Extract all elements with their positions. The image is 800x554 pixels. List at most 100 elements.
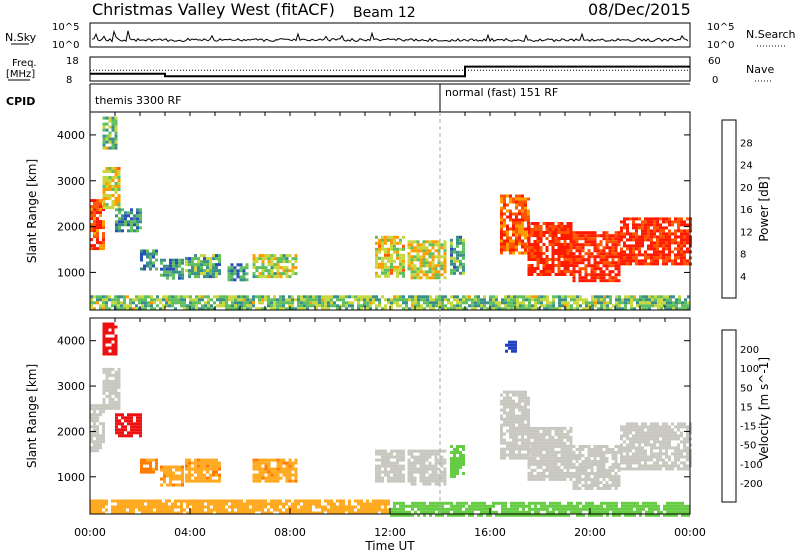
- heatmap-cell: [273, 263, 277, 267]
- heatmap-cell: [590, 279, 594, 283]
- heatmap-cell: [521, 405, 524, 409]
- heatmap-cell: [686, 437, 689, 441]
- heatmap-cell: [105, 331, 109, 335]
- heatmap-cell: [609, 298, 612, 302]
- heatmap-cell: [114, 176, 118, 179]
- heatmap-cell: [599, 448, 603, 451]
- heatmap-cell: [518, 251, 521, 255]
- heatmap-cell: [96, 413, 99, 417]
- heatmap-cell: [641, 422, 644, 426]
- heatmap-cell: [671, 428, 674, 432]
- heatmap-cell: [512, 414, 515, 418]
- heatmap-cell: [428, 482, 432, 486]
- heatmap-cell: [139, 220, 142, 224]
- heatmap-cell: [423, 298, 426, 302]
- heatmap-cell: [152, 249, 155, 253]
- heatmap-cell: [264, 269, 268, 273]
- heatmap-cell: [407, 473, 411, 477]
- heatmap-cell: [527, 249, 531, 252]
- heatmap-cell: [617, 270, 621, 274]
- heatmap-cell: [632, 235, 635, 239]
- heatmap-cell: [512, 200, 515, 204]
- heatmap-cell: [587, 243, 591, 247]
- heatmap-cell: [105, 382, 109, 386]
- heatmap-cell: [542, 462, 546, 466]
- heatmap-cell: [255, 505, 258, 509]
- heatmap-cell: [185, 257, 188, 261]
- heatmap-cell: [117, 200, 121, 203]
- heatmap-cell: [218, 260, 221, 264]
- heatmap-cell: [396, 295, 399, 299]
- heatmap-cell: [539, 252, 543, 255]
- heatmap-cell: [258, 479, 262, 483]
- heatmap-cell: [90, 404, 93, 408]
- heatmap-cell: [102, 208, 105, 212]
- heatmap-cell: [498, 501, 501, 505]
- heatmap-cell: [315, 505, 318, 509]
- heatmap-cell: [638, 235, 641, 239]
- heatmap-cell: [527, 234, 531, 237]
- heatmap-cell: [599, 273, 603, 277]
- heatmap-cell: [333, 304, 336, 308]
- heatmap-cell: [521, 212, 524, 216]
- heatmap-cell: [587, 252, 591, 256]
- heatmap-cell: [117, 173, 121, 176]
- heatmap-cell: [384, 307, 387, 311]
- heatmap-cell: [407, 470, 411, 474]
- heatmap-cell: [96, 437, 99, 441]
- heatmap-cell: [396, 470, 399, 474]
- heatmap-cell: [459, 253, 462, 257]
- heatmap-cell: [674, 229, 677, 233]
- heatmap-cell: [399, 507, 402, 511]
- heatmap-cell: [503, 447, 506, 451]
- heatmap-cell: [441, 513, 444, 517]
- heatmap-cell: [342, 499, 345, 503]
- heatmap-cell: [133, 229, 136, 233]
- heatmap-cell: [617, 484, 621, 487]
- heatmap-cell: [120, 502, 123, 506]
- heatmap-cell: [108, 197, 112, 200]
- heatmap-cell: [680, 241, 683, 245]
- heatmap-cell: [432, 510, 435, 514]
- heatmap-cell: [279, 508, 282, 512]
- heatmap-cell: [255, 275, 259, 279]
- heatmap-cell: [509, 414, 512, 418]
- heatmap-cell: [198, 505, 201, 509]
- heatmap-cell: [614, 246, 618, 250]
- heatmap-cell: [285, 269, 289, 273]
- heatmap-cell: [641, 464, 644, 468]
- heatmap-cell: [629, 247, 632, 251]
- heatmap-cell: [572, 258, 576, 262]
- heatmap-cell: [564, 504, 567, 508]
- heatmap-cell: [129, 502, 132, 506]
- heatmap-cell: [129, 508, 132, 512]
- heatmap-cell: [611, 240, 615, 244]
- heatmap-cell: [597, 504, 600, 508]
- heatmap-cell: [90, 226, 93, 230]
- heatmap-cell: [408, 295, 411, 299]
- heatmap-cell: [276, 304, 279, 308]
- heatmap-cell: [123, 508, 126, 512]
- heatmap-cell: [603, 304, 606, 308]
- heatmap-cell: [93, 229, 96, 233]
- heatmap-cell: [506, 420, 509, 424]
- heatmap-cell: [249, 499, 252, 503]
- heatmap-cell: [524, 390, 527, 394]
- heatmap-cell: [369, 295, 372, 299]
- heatmap-cell: [587, 457, 591, 460]
- heatmap-cell: [549, 501, 552, 505]
- heatmap-cell: [566, 432, 570, 436]
- heatmap-cell: [99, 208, 102, 212]
- heatmap-cell: [527, 429, 531, 433]
- y-tick-label: 3000: [57, 175, 85, 188]
- heatmap-cell: [521, 197, 524, 201]
- heatmap-cell: [560, 273, 564, 276]
- heatmap-cell: [422, 458, 426, 462]
- heatmap-cell: [587, 466, 591, 469]
- heatmap-cell: [360, 295, 363, 299]
- heatmap-cell: [578, 463, 582, 466]
- heatmap-cell: [650, 217, 653, 221]
- heatmap-cell: [677, 241, 680, 245]
- heatmap-cell: [542, 438, 546, 442]
- heatmap-cell: [465, 298, 468, 302]
